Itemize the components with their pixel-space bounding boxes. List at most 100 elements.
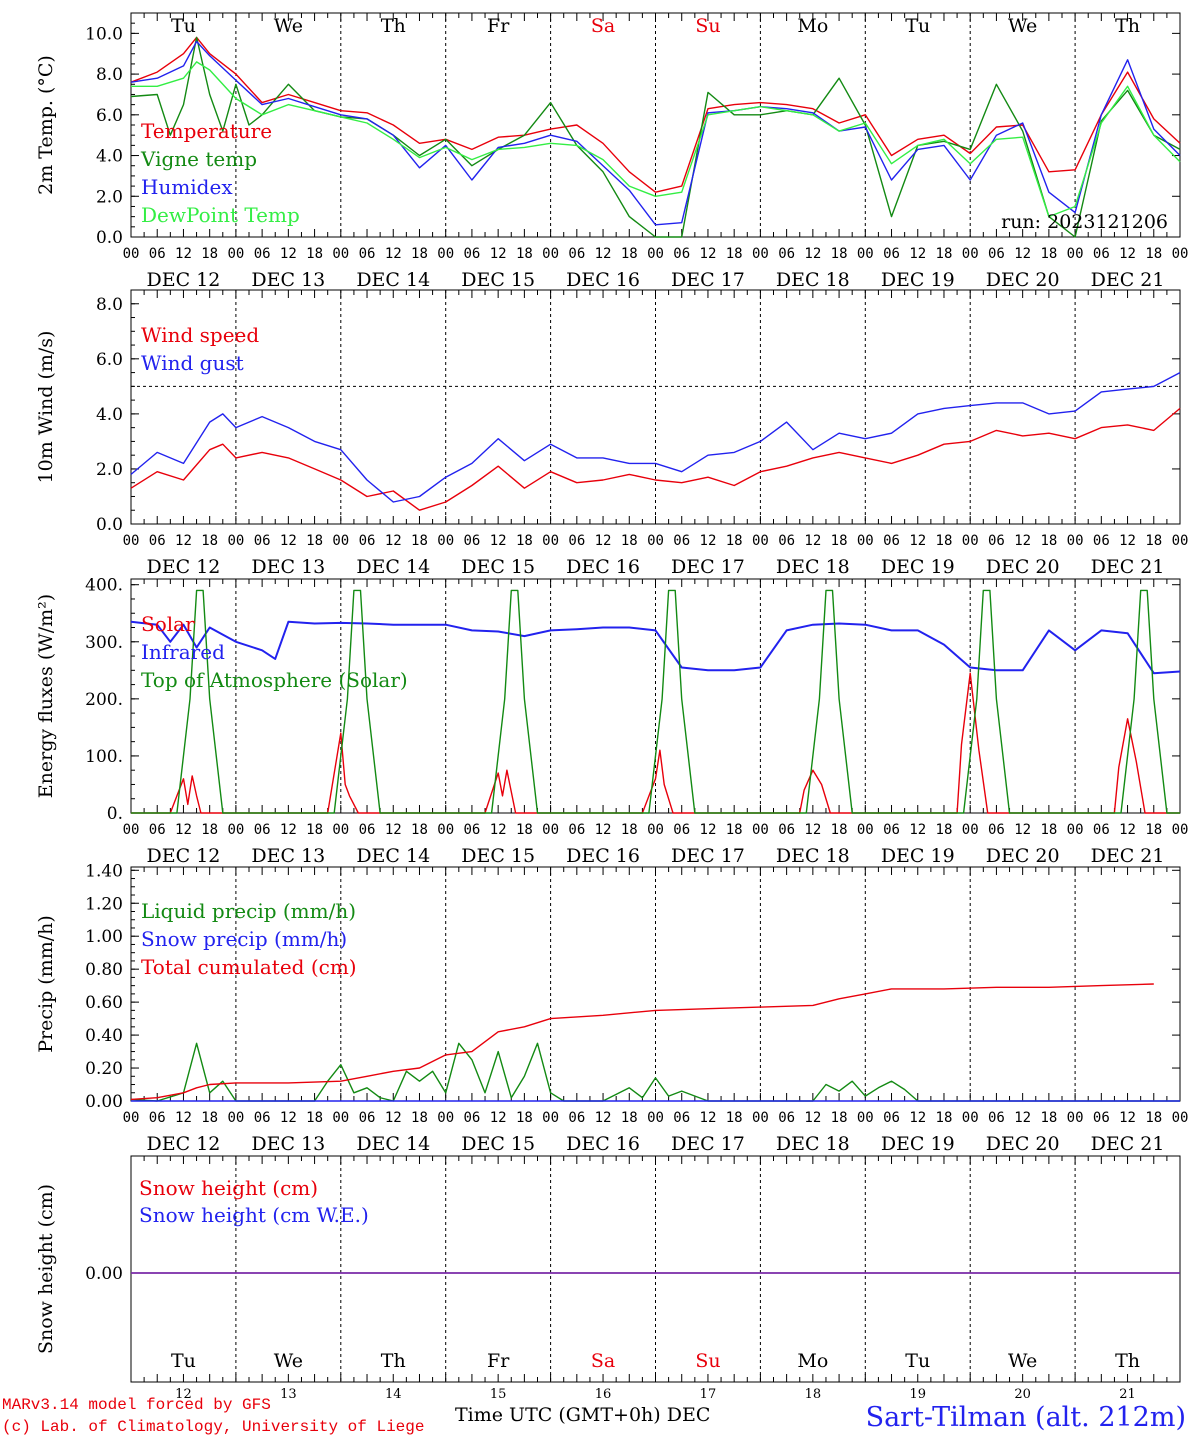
- weekday-label: Mo: [797, 15, 828, 37]
- hour-tick-label: 12: [700, 246, 717, 262]
- hour-tick-label: 18: [306, 246, 323, 262]
- date-label: DEC 17: [671, 1133, 745, 1155]
- hour-tick-label: 00: [332, 1110, 349, 1126]
- hour-tick-label: 12: [490, 822, 507, 838]
- panel-precip: 0.00 0.20 0.40 0.60 0.80 1.00 1.20 1.40 Precip (…: [35, 861, 1188, 1155]
- series-line-wind-gust: [130, 371, 1181, 503]
- hour-tick-label: 00: [542, 822, 559, 838]
- weekday-label: Fr: [487, 15, 510, 37]
- series-line-infrared: [130, 620, 1181, 675]
- hour-tick-label: 00: [437, 246, 454, 262]
- hour-tick-label: 06: [1093, 822, 1110, 838]
- hour-tick-label: 06: [254, 533, 271, 549]
- date-label: DEC 17: [671, 556, 745, 578]
- hour-tick-label: 00: [647, 1110, 664, 1126]
- hour-tick-label: 00: [437, 533, 454, 549]
- hour-tick-label: 12: [804, 822, 821, 838]
- y-tick-label: 300.: [85, 633, 123, 653]
- date-label: DEC 18: [776, 556, 850, 578]
- date-label: DEC 18: [776, 845, 850, 867]
- hour-tick-label: 00: [227, 533, 244, 549]
- hour-tick-label: 12: [385, 246, 402, 262]
- hour-tick-label: 06: [568, 822, 585, 838]
- hour-tick-label: 00: [857, 822, 874, 838]
- hour-tick-label: 06: [463, 533, 480, 549]
- hour-tick-label: 06: [149, 822, 166, 838]
- legend-entry: Solar: [141, 612, 195, 636]
- hour-tick-label: 00: [1172, 533, 1189, 549]
- hour-tick-label: 06: [359, 1110, 376, 1126]
- hour-tick-label: 18: [516, 822, 533, 838]
- hour-tick-label: 12: [280, 246, 297, 262]
- series-line-wind-speed: [130, 407, 1181, 511]
- hour-tick-label: 12: [909, 533, 926, 549]
- date-label: DEC 20: [986, 269, 1060, 291]
- run-annotation: run: 2023121206: [1001, 211, 1168, 233]
- hour-tick-label: 12: [804, 246, 821, 262]
- hour-tick-label: 00: [752, 246, 769, 262]
- weekday-label: Th: [381, 1350, 406, 1372]
- hour-tick-label: 06: [883, 822, 900, 838]
- date-label: DEC 20: [986, 845, 1060, 867]
- y-tick-label: 0.0: [96, 515, 123, 535]
- legend-entry: Snow precip (mm/h): [141, 927, 347, 951]
- legend-entry: Snow height (cm W.E.): [139, 1203, 369, 1227]
- hour-tick-label: 18: [936, 246, 953, 262]
- hour-tick-label: 18: [1145, 822, 1162, 838]
- hour-tick-label: 00: [1172, 822, 1189, 838]
- hour-tick-label: 12: [490, 1110, 507, 1126]
- hour-tick-label: 18: [201, 822, 218, 838]
- y-tick-label: 0.0: [96, 228, 123, 248]
- hour-tick-label: 06: [778, 1110, 795, 1126]
- day-number-label: 14: [385, 1387, 402, 1402]
- date-label: DEC 18: [776, 269, 850, 291]
- date-label: DEC 12: [147, 845, 221, 867]
- weekday-label: Su: [695, 15, 720, 37]
- y-tick-label: 0.00: [85, 1264, 123, 1284]
- date-label: DEC 16: [566, 556, 640, 578]
- hour-tick-label: 18: [621, 533, 638, 549]
- hour-tick-label: 06: [568, 1110, 585, 1126]
- date-label: DEC 17: [671, 269, 745, 291]
- hour-tick-label: 18: [306, 1110, 323, 1126]
- hour-tick-label: 00: [332, 533, 349, 549]
- weekday-label: Tu: [171, 15, 196, 37]
- hour-tick-label: 18: [201, 1110, 218, 1126]
- weekday-label: Sa: [591, 15, 615, 37]
- model-credit: MARv3.14 model forced by GFS: [2, 1396, 271, 1414]
- hour-tick-label: 12: [909, 1110, 926, 1126]
- hour-tick-label: 18: [201, 533, 218, 549]
- y-tick-label: 8.0: [96, 65, 123, 85]
- date-label: DEC 15: [461, 269, 535, 291]
- hour-tick-label: 12: [595, 533, 612, 549]
- day-number-label: 12: [175, 1387, 192, 1402]
- series-line-total-cumulated-cm-: [130, 983, 1154, 1101]
- hour-tick-label: 18: [1145, 1110, 1162, 1126]
- day-number-label: 13: [280, 1387, 297, 1402]
- date-label: DEC 18: [776, 1133, 850, 1155]
- hour-tick-label: 00: [752, 533, 769, 549]
- hour-tick-label: 18: [831, 822, 848, 838]
- weekday-label: We: [274, 1350, 303, 1372]
- hour-tick-label: 12: [804, 1110, 821, 1126]
- legend-entry: Top of Atmosphere (Solar): [141, 668, 408, 692]
- hour-tick-label: 00: [752, 1110, 769, 1126]
- y-tick-label: 2.0: [96, 187, 123, 207]
- panel-wind: 0.0 2.0 4.0 6.0 8.0 10m Wind (m/s) Wind speed W…: [35, 289, 1189, 578]
- hour-tick-label: 18: [936, 822, 953, 838]
- date-label: DEC 13: [251, 1133, 325, 1155]
- hour-tick-label: 12: [280, 1110, 297, 1126]
- day-number-label: 19: [909, 1387, 926, 1402]
- hour-tick-label: 06: [463, 246, 480, 262]
- panel-energy: 0. 100. 200. 300. 400. Energy fluxes (W/m²) So…: [35, 576, 1188, 867]
- hour-tick-label: 00: [857, 533, 874, 549]
- panel-snow: 0.00 Snow height (cm) Snow height (cm) Snow…: [35, 1155, 1181, 1402]
- hour-tick-label: 12: [385, 1110, 402, 1126]
- hour-tick-label: 12: [280, 822, 297, 838]
- hour-tick-label: 06: [883, 533, 900, 549]
- series-line-dewpoint-temp: [131, 61, 1181, 218]
- hour-tick-label: 06: [463, 1110, 480, 1126]
- hour-tick-label: 00: [1067, 533, 1084, 549]
- hour-tick-label: 06: [778, 246, 795, 262]
